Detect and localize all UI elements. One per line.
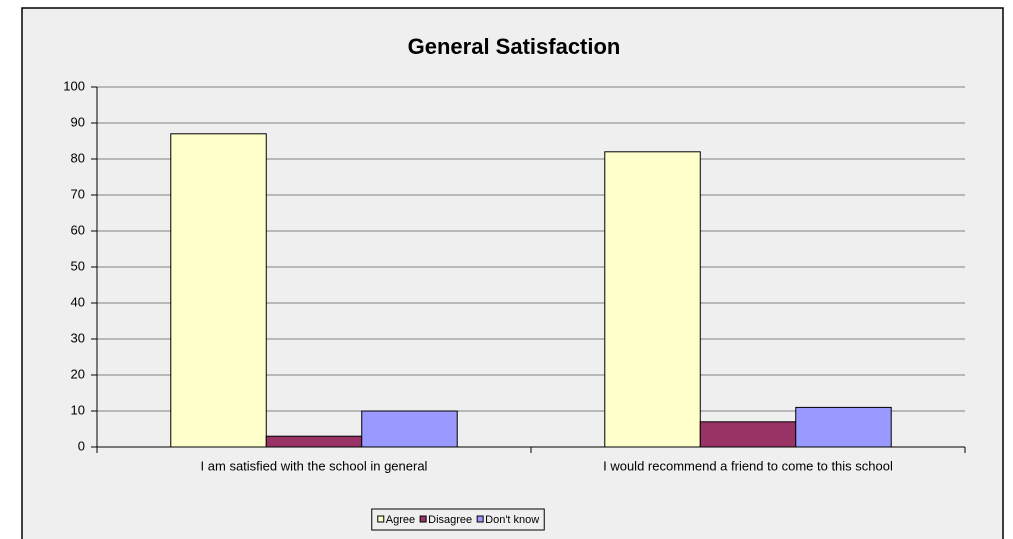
y-tick-label: 20 [71, 366, 85, 381]
y-tick-label: 100 [63, 78, 85, 93]
y-tick-label: 10 [71, 402, 85, 417]
bar [604, 151, 701, 448]
legend-swatch [419, 515, 427, 523]
legend-label: Don't know [485, 514, 539, 526]
x-tick-label: I would recommend a friend to come to th… [603, 458, 893, 473]
legend-label: Agree [386, 514, 415, 526]
bar [265, 435, 363, 448]
legend [371, 508, 545, 531]
y-tick-label: 30 [71, 330, 85, 345]
legend-swatch [377, 515, 385, 523]
y-tick-label: 40 [71, 294, 85, 309]
legend-swatch [476, 515, 484, 523]
y-tick-label: 60 [71, 222, 85, 237]
x-tick-label: I am satisfied with the school in genera… [201, 458, 428, 473]
bar [361, 410, 458, 448]
bar [795, 406, 892, 448]
legend-label: Disagree [428, 514, 472, 526]
y-tick-label: 80 [71, 150, 85, 165]
y-tick-label: 0 [78, 438, 85, 453]
chart-title: General Satisfaction [408, 34, 621, 59]
y-tick-label: 50 [71, 258, 85, 273]
bar [699, 421, 797, 448]
y-tick-label: 70 [71, 186, 85, 201]
bar [170, 133, 267, 448]
y-tick-label: 90 [71, 114, 85, 129]
